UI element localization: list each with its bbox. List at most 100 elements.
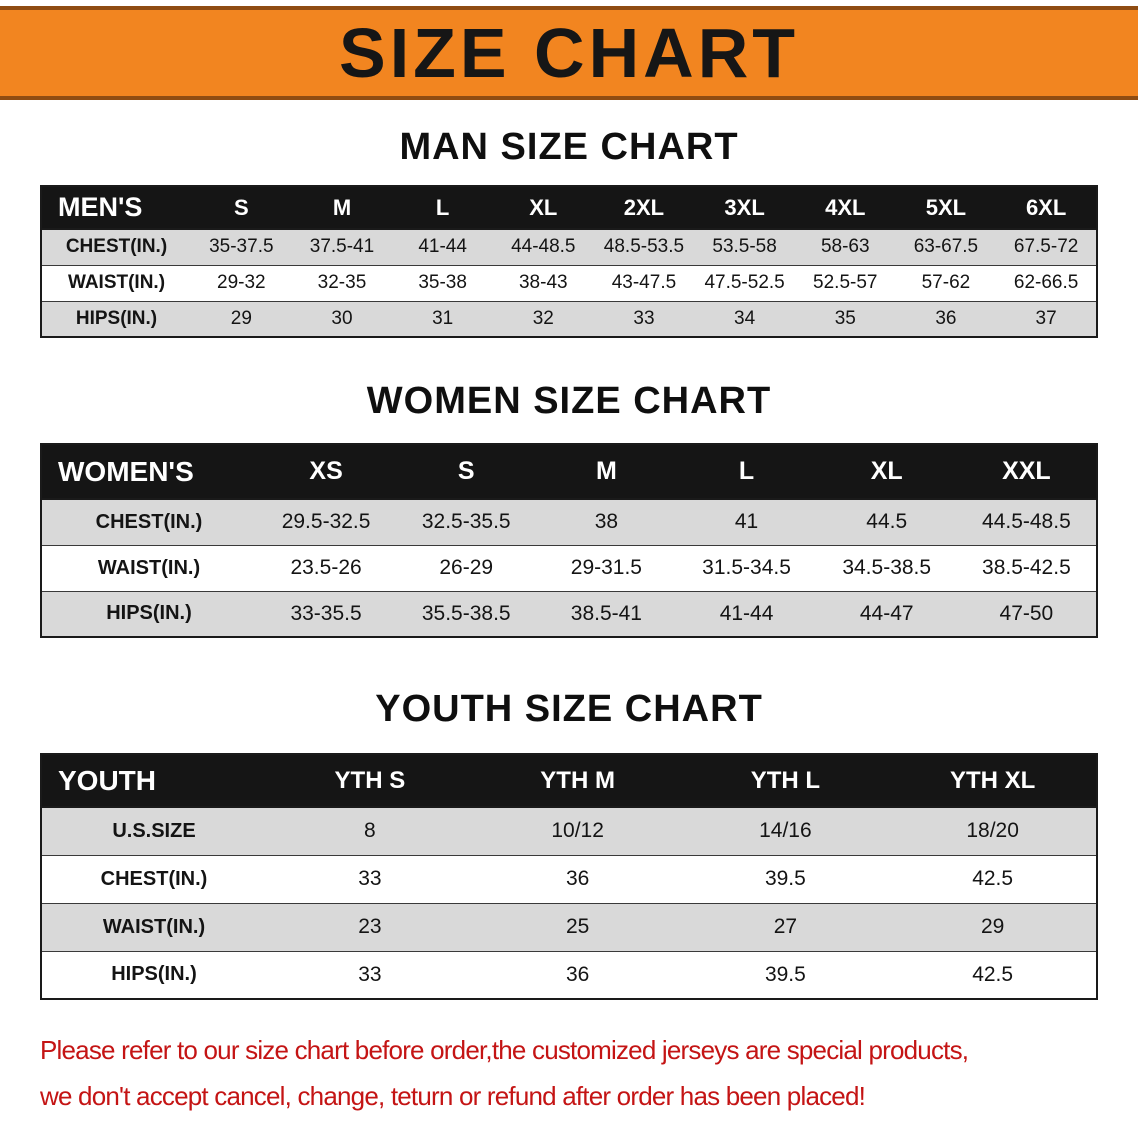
value-cell: 41-44	[392, 228, 493, 265]
size-header-cell: S	[191, 186, 292, 230]
size-header-cell: 2XL	[593, 186, 695, 230]
women-size-chart-heading: WOMEN SIZE CHART	[366, 380, 772, 422]
size-header-row: MEN'S S M L XL 2XL 3XL 4XL 5XL 6XL	[41, 186, 1097, 230]
value-cell: 31.5-34.5	[676, 544, 817, 591]
women-size-table-grid: WOMEN'S XS S M L XL XXL CHEST(IN.) 29.5-32.5 32.5…	[40, 443, 1098, 638]
size-header-cell: XL	[492, 186, 594, 230]
size-header-cell: M	[291, 186, 393, 230]
size-chart-banner: SIZE CHART	[0, 6, 1138, 100]
measurement-row: CHEST(IN.) 33 36 39.5 42.5	[41, 854, 1097, 903]
value-cell: 14/16	[681, 806, 890, 855]
size-chart-page: SIZE CHART MAN SIZE CHART MEN'S S M L XL 2XL 3…	[0, 6, 1138, 1138]
row-label-cell: U.S.SIZE	[41, 806, 266, 855]
value-cell: 47-50	[956, 590, 1097, 637]
measurement-row: HIPS(IN.) 33-35.5 35.5-38.5 38.5-41 41-44 44-…	[41, 590, 1097, 637]
measurement-row: HIPS(IN.) 33 36 39.5 42.5	[41, 950, 1097, 999]
size-header-cell: YTH S	[266, 754, 474, 808]
value-cell: 34	[694, 300, 795, 337]
measurement-row: CHEST(IN.) 35-37.5 37.5-41 41-44 44-48.5 48.5…	[41, 228, 1097, 265]
youth-size-table: YOUTH YTH S YTH M YTH L YTH XL U.S.SIZE 8 10/12…	[40, 753, 1098, 1000]
size-header-cell: XXL	[956, 444, 1097, 500]
disclaimer-line-2: we don't accept cancel, change, teturn o…	[40, 1080, 866, 1111]
value-cell: 42.5	[889, 854, 1097, 903]
value-cell: 36	[473, 854, 682, 903]
size-header-cell: L	[392, 186, 493, 230]
size-header-cell: XL	[816, 444, 957, 500]
value-cell: 25	[473, 902, 682, 951]
value-cell: 63-67.5	[895, 228, 997, 265]
size-header-cell: 6XL	[996, 186, 1097, 230]
value-cell: 39.5	[681, 950, 890, 999]
value-cell: 32-35	[291, 264, 393, 301]
value-cell: 8	[266, 806, 474, 855]
value-cell: 41	[676, 498, 817, 545]
value-cell: 41-44	[676, 590, 817, 637]
value-cell: 18/20	[889, 806, 1097, 855]
value-cell: 44-48.5	[492, 228, 594, 265]
value-cell: 32	[492, 300, 594, 337]
value-cell: 31	[392, 300, 493, 337]
size-header-cell: YTH M	[473, 754, 682, 808]
men-size-table-grid: MEN'S S M L XL 2XL 3XL 4XL 5XL 6XL CHEST(IN.) 35-37…	[40, 185, 1098, 338]
value-cell: 33	[593, 300, 695, 337]
measurement-row: U.S.SIZE 8 10/12 14/16 18/20	[41, 806, 1097, 855]
value-cell: 53.5-58	[694, 228, 795, 265]
value-cell: 32.5-35.5	[396, 498, 537, 545]
value-cell: 33	[266, 854, 474, 903]
value-cell: 38.5-41	[536, 590, 677, 637]
size-header-cell: M	[536, 444, 677, 500]
value-cell: 35	[794, 300, 896, 337]
value-cell: 38	[536, 498, 677, 545]
value-cell: 30	[291, 300, 393, 337]
measurement-row: CHEST(IN.) 29.5-32.5 32.5-35.5 38 41 44.5 44.5…	[41, 498, 1097, 545]
women-size-table: WOMEN'S XS S M L XL XXL CHEST(IN.) 29.5-32.5 32.5…	[40, 443, 1098, 638]
value-cell: 42.5	[889, 950, 1097, 999]
value-cell: 27	[681, 902, 890, 951]
measurement-row: WAIST(IN.) 23.5-26 26-29 29-31.5 31.5-34.5 34…	[41, 544, 1097, 591]
youth-size-table-grid: YOUTH YTH S YTH M YTH L YTH XL U.S.SIZE 8 10/12…	[40, 753, 1098, 1000]
value-cell: 33	[266, 950, 474, 999]
table-title-cell: WOMEN'S	[41, 444, 256, 500]
row-label-cell: HIPS(IN.)	[41, 590, 256, 637]
value-cell: 35.5-38.5	[396, 590, 537, 637]
row-label-cell: WAIST(IN.)	[41, 902, 266, 951]
value-cell: 34.5-38.5	[816, 544, 957, 591]
value-cell: 43-47.5	[593, 264, 695, 301]
value-cell: 36	[895, 300, 997, 337]
size-header-row: WOMEN'S XS S M L XL XXL	[41, 444, 1097, 500]
value-cell: 52.5-57	[794, 264, 896, 301]
measurement-row: WAIST(IN.) 23 25 27 29	[41, 902, 1097, 951]
value-cell: 44.5	[816, 498, 957, 545]
value-cell: 57-62	[895, 264, 997, 301]
youth-size-chart-heading: YOUTH SIZE CHART	[375, 688, 763, 730]
value-cell: 10/12	[473, 806, 682, 855]
size-header-cell: L	[676, 444, 817, 500]
row-label-cell: CHEST(IN.)	[41, 854, 266, 903]
value-cell: 23	[266, 902, 474, 951]
measurement-row: HIPS(IN.) 29 30 31 32 33 34 35 36 37	[41, 300, 1097, 337]
value-cell: 37	[996, 300, 1097, 337]
size-header-cell: XS	[256, 444, 397, 500]
size-header-cell: S	[396, 444, 537, 500]
value-cell: 29-32	[191, 264, 292, 301]
value-cell: 29.5-32.5	[256, 498, 397, 545]
value-cell: 29-31.5	[536, 544, 677, 591]
value-cell: 58-63	[794, 228, 896, 265]
row-label-cell: WAIST(IN.)	[41, 264, 191, 301]
size-header-cell: 5XL	[895, 186, 997, 230]
table-title-cell: YOUTH	[41, 754, 266, 808]
order-disclaimer: Please refer to our size chart before or…	[40, 1028, 1098, 1119]
size-header-cell: 3XL	[694, 186, 795, 230]
value-cell: 38.5-42.5	[956, 544, 1097, 591]
value-cell: 37.5-41	[291, 228, 393, 265]
value-cell: 26-29	[396, 544, 537, 591]
row-label-cell: WAIST(IN.)	[41, 544, 256, 591]
value-cell: 39.5	[681, 854, 890, 903]
value-cell: 36	[473, 950, 682, 999]
value-cell: 33-35.5	[256, 590, 397, 637]
size-header-cell: 4XL	[794, 186, 896, 230]
row-label-cell: HIPS(IN.)	[41, 950, 266, 999]
size-header-cell: YTH XL	[889, 754, 1097, 808]
value-cell: 44.5-48.5	[956, 498, 1097, 545]
value-cell: 47.5-52.5	[694, 264, 795, 301]
